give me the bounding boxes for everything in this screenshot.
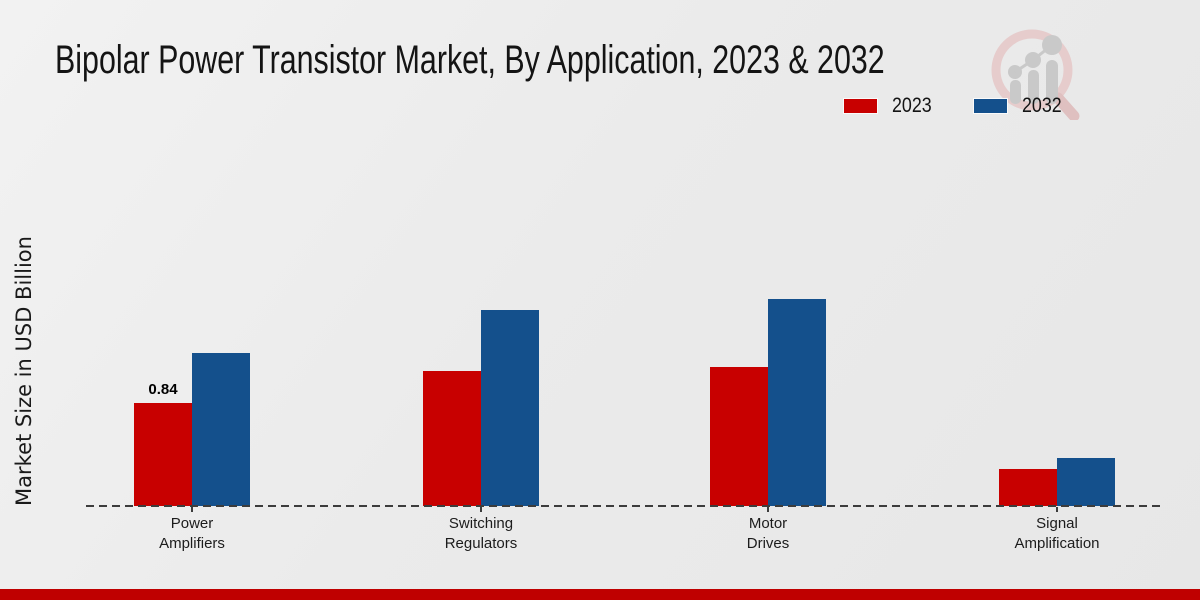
page-title: Bipolar Power Transistor Market, By Appl… — [55, 38, 885, 82]
legend: 2023 2032 — [843, 94, 1068, 118]
legend-label: 2032 — [1021, 94, 1062, 117]
x-axis-tick — [191, 507, 193, 512]
bar-2032-category-0 — [192, 353, 250, 506]
footer-accent-bar — [0, 589, 1200, 600]
bar-2032-category-1 — [481, 310, 539, 506]
legend-swatch-2023 — [843, 98, 878, 114]
x-axis-tick — [767, 507, 769, 512]
x-axis-tick — [1056, 507, 1058, 512]
bar-value-label: 0.84 — [148, 381, 178, 398]
bar-2023-category-1 — [423, 371, 481, 506]
x-axis-tick — [480, 507, 482, 512]
bar-2032-category-3 — [1057, 458, 1115, 506]
legend-swatch-2032 — [972, 98, 1008, 114]
legend-item-2032: 2032 — [972, 94, 1069, 118]
bar-2023-category-3 — [999, 469, 1057, 506]
bar-2023-category-0 — [134, 403, 192, 506]
legend-item-2023: 2023 — [843, 94, 939, 118]
category-label-3: Signal Amplification — [1014, 515, 1100, 552]
category-label-1: Switching Regulators — [444, 515, 518, 552]
magnifier-growth-logo-icon — [991, 29, 1080, 120]
category-label-0: Power Amplifiers — [159, 515, 225, 552]
bar-2023-category-2 — [710, 367, 768, 506]
legend-label: 2023 — [892, 94, 932, 117]
bar-2032-category-2 — [768, 299, 826, 506]
category-label-2: Motor Drives — [746, 515, 790, 552]
x-axis-dashed-baseline — [86, 505, 1164, 507]
